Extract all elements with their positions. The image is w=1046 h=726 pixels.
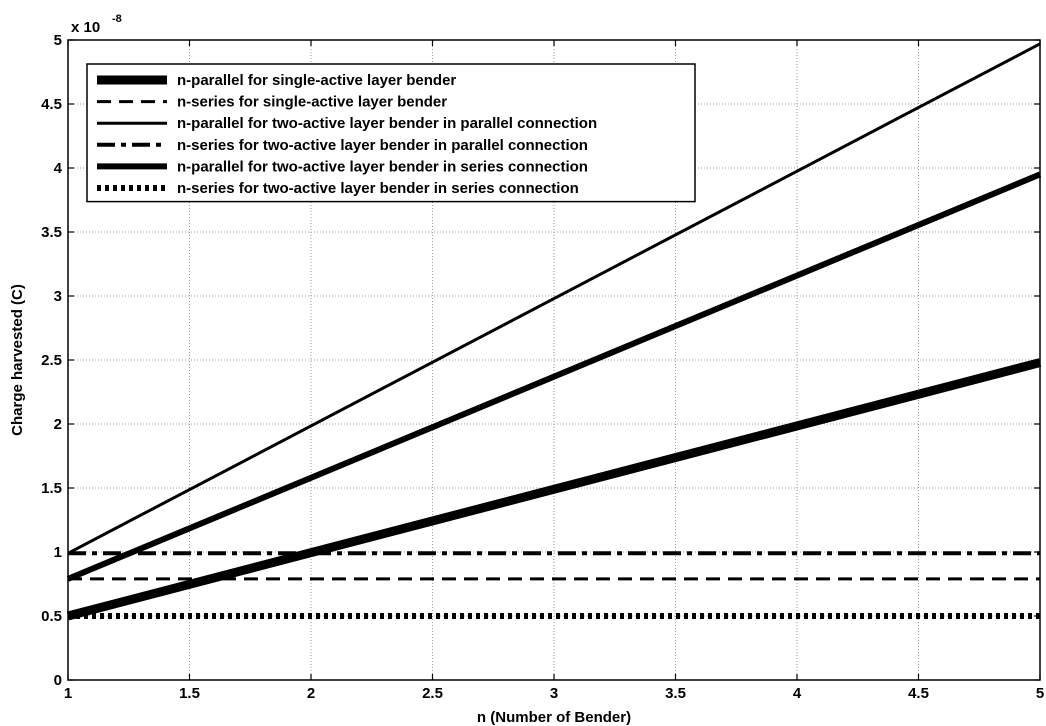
x-tick-label: 2.5 — [422, 685, 443, 702]
y-tick-label: 0.5 — [41, 608, 62, 625]
legend-box — [86, 63, 696, 203]
y-tick-label: 0 — [54, 672, 62, 689]
x-tick-label: 1.5 — [179, 685, 200, 702]
legend-label-5: n-parallel for two-active layer bender i… — [177, 158, 588, 175]
y-tick-label: 1.5 — [41, 480, 62, 497]
y-tick-label: 4.5 — [41, 96, 62, 113]
y-tick-label: 5 — [54, 32, 62, 49]
x-tick-label: 4 — [793, 685, 802, 702]
y-tick-label: 2.5 — [41, 352, 62, 369]
x-axis: 1 1.5 2 2.5 3 3.5 4 4.5 5 — [64, 40, 1044, 702]
y-tick-label: 2 — [54, 416, 62, 433]
x-tick-label: 1 — [64, 685, 72, 702]
y-axis-label: Charge harvested (C) — [9, 284, 26, 436]
x-tick-label: 2 — [307, 685, 315, 702]
x-tick-label: 3.5 — [665, 685, 686, 702]
x-tick-label: 5 — [1036, 685, 1044, 702]
y-tick-label: 3.5 — [41, 224, 62, 241]
y-axis: 0 0.5 1 1.5 2 2.5 3 3.5 4 4.5 5 — [41, 32, 1040, 689]
legend-label-2: n-series for single-active layer bender — [177, 94, 447, 111]
series-group — [66, 42, 1042, 621]
series-line-5 — [66, 171, 1042, 582]
legend-label-6: n-series for two-active layer bender in … — [177, 180, 579, 197]
y-exponent-power: -8 — [112, 13, 122, 25]
y-tick-label: 1 — [54, 544, 62, 561]
legend-label-4: n-series for two-active layer bender in … — [177, 137, 588, 154]
y-tick-label: 3 — [54, 288, 62, 305]
y-exponent-base: x 10 — [71, 19, 100, 36]
x-axis-label: n (Number of Bender) — [477, 709, 631, 726]
series-line-3 — [67, 42, 1041, 555]
y-tick-label: 4 — [54, 160, 63, 177]
x-tick-label: 3 — [550, 685, 558, 702]
legend-label-3: n-parallel for two-active layer bender i… — [177, 115, 597, 132]
legend: n-parallel for single-active layer bende… — [86, 63, 696, 203]
series-line-1 — [66, 358, 1042, 621]
legend-label-1: n-parallel for single-active layer bende… — [177, 72, 456, 89]
x-tick-label: 4.5 — [908, 685, 929, 702]
